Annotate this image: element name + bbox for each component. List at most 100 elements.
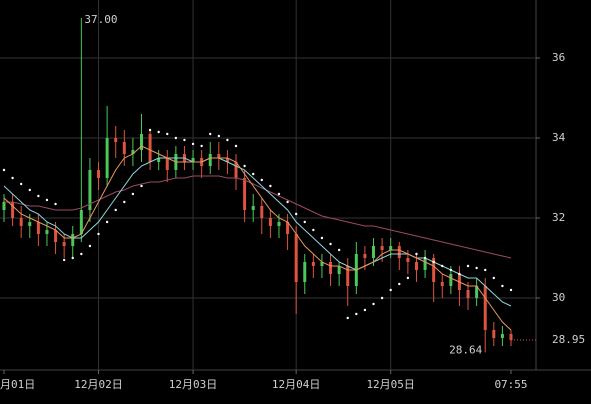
candle-body bbox=[397, 246, 401, 258]
sar-dot bbox=[131, 192, 135, 196]
candle-body bbox=[414, 262, 418, 270]
candle-body bbox=[88, 170, 92, 210]
sar-dot bbox=[355, 312, 358, 316]
candle-body bbox=[11, 202, 15, 218]
candle-body bbox=[225, 158, 229, 162]
candle-body bbox=[432, 258, 436, 282]
sar-dot bbox=[406, 276, 410, 280]
candle-body bbox=[483, 286, 487, 330]
sar-dot bbox=[252, 172, 255, 176]
sar-dot bbox=[174, 136, 178, 140]
candle-body bbox=[54, 230, 58, 242]
candle-body bbox=[294, 234, 298, 282]
sar-dot bbox=[441, 264, 444, 268]
moving-average-line bbox=[3, 157, 512, 307]
sar-dot bbox=[423, 256, 427, 260]
sar-dot bbox=[415, 252, 418, 256]
sar-dot bbox=[62, 258, 66, 262]
sar-dot bbox=[2, 168, 6, 172]
candle-body bbox=[337, 266, 341, 274]
sar-dot bbox=[166, 132, 169, 136]
y-tick-label: 32 bbox=[552, 211, 565, 224]
sar-dot bbox=[123, 200, 126, 204]
candle-body bbox=[105, 138, 109, 178]
candle-body bbox=[234, 162, 238, 178]
candle-body bbox=[97, 170, 101, 178]
sar-dot bbox=[54, 202, 57, 206]
moving-average-line bbox=[4, 175, 512, 259]
sar-dot bbox=[71, 256, 74, 260]
candle-body bbox=[363, 254, 367, 258]
candle-body bbox=[2, 202, 6, 210]
y-tick-label: 36 bbox=[552, 51, 565, 64]
sar-dot bbox=[226, 138, 229, 142]
x-tick-label: 12月05日 bbox=[366, 378, 415, 391]
candle-body bbox=[277, 222, 281, 226]
sar-dot bbox=[37, 194, 40, 198]
candle-body bbox=[208, 154, 212, 166]
sar-dot bbox=[458, 272, 461, 276]
candle-body bbox=[500, 334, 504, 338]
candle-body bbox=[492, 330, 496, 338]
sar-dot bbox=[88, 244, 92, 248]
candle-body bbox=[122, 142, 126, 154]
candle-body bbox=[260, 206, 264, 218]
sar-dot bbox=[183, 138, 186, 142]
sar-dot bbox=[243, 164, 246, 168]
x-tick-label: 12月03日 bbox=[169, 378, 218, 391]
low-annotation: 28.64 bbox=[449, 343, 482, 356]
sar-dot bbox=[294, 212, 298, 216]
candle-body bbox=[303, 262, 307, 282]
sar-dot bbox=[432, 260, 435, 264]
sar-dot bbox=[209, 132, 212, 136]
x-tick-label: 12月02日 bbox=[74, 378, 123, 391]
sar-dot bbox=[509, 288, 513, 292]
candle-body bbox=[157, 158, 161, 162]
sar-dot bbox=[80, 252, 83, 256]
sar-dot bbox=[260, 178, 263, 182]
candle-body bbox=[139, 134, 143, 150]
candle-body bbox=[466, 290, 470, 298]
candle-body bbox=[311, 262, 315, 266]
sar-dot bbox=[11, 176, 14, 180]
candle-body bbox=[45, 230, 49, 234]
sar-dot bbox=[389, 288, 392, 292]
candle-body bbox=[62, 242, 66, 246]
candle-body bbox=[79, 210, 83, 234]
candle-body bbox=[440, 282, 444, 286]
high-annotation: 37.00 bbox=[84, 13, 117, 26]
sar-dot bbox=[148, 128, 152, 132]
last-price-label: 28.95 bbox=[552, 333, 585, 346]
sar-dot bbox=[200, 144, 203, 148]
sar-dot bbox=[484, 268, 487, 272]
candle-body bbox=[449, 274, 453, 286]
candle-body bbox=[423, 258, 427, 270]
candle-body bbox=[71, 234, 75, 246]
sar-dot bbox=[269, 184, 272, 188]
candle-body bbox=[286, 222, 290, 234]
candle-body bbox=[372, 246, 376, 258]
candle-body bbox=[28, 222, 32, 226]
sar-dot bbox=[346, 316, 349, 320]
sar-dot bbox=[114, 208, 117, 212]
candle-body bbox=[36, 222, 40, 234]
candle-body bbox=[320, 262, 324, 266]
candle-body bbox=[389, 246, 393, 250]
candle-body bbox=[329, 262, 333, 274]
sar-dot bbox=[372, 302, 375, 306]
candle-body bbox=[475, 286, 479, 298]
candle-body bbox=[191, 158, 195, 162]
sar-dot bbox=[337, 248, 341, 252]
sar-dot bbox=[398, 282, 401, 286]
sar-dot bbox=[217, 134, 221, 138]
moving-average-line bbox=[3, 145, 512, 331]
x-tick-label: 07:55 bbox=[494, 378, 527, 391]
y-tick-label: 30 bbox=[552, 291, 565, 304]
candle-body bbox=[217, 154, 221, 158]
sar-dot bbox=[380, 296, 384, 300]
candle-body bbox=[114, 138, 118, 142]
candle-body bbox=[380, 246, 384, 250]
sar-dot bbox=[157, 130, 160, 134]
